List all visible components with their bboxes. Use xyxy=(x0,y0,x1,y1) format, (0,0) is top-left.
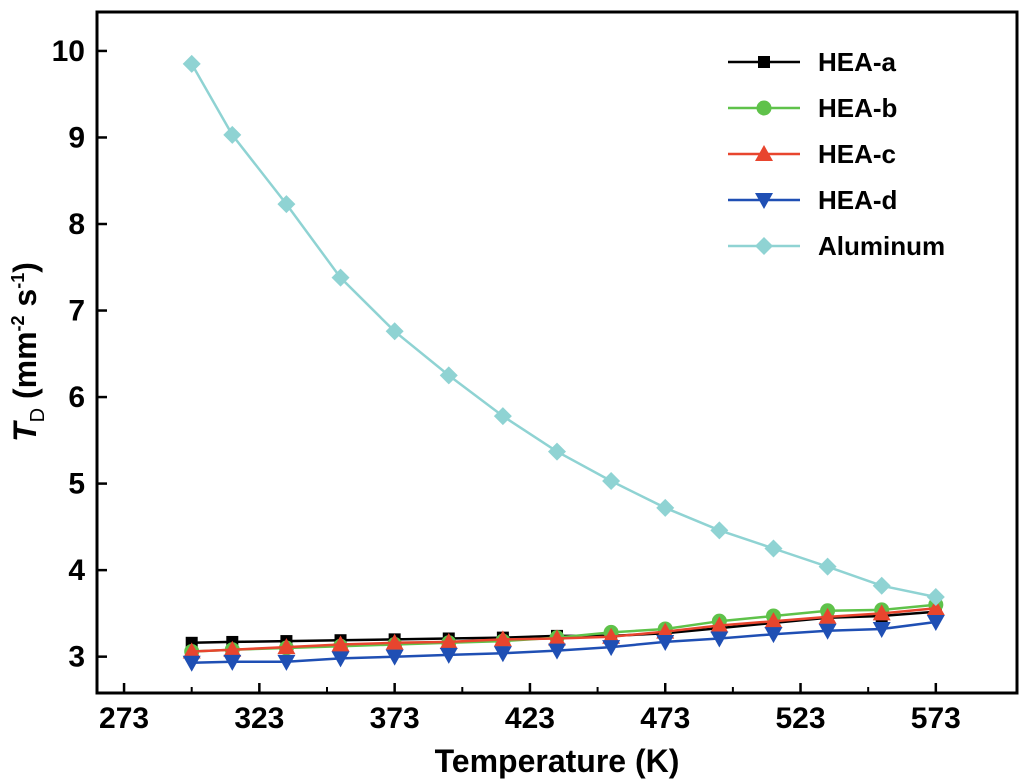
legend: HEA-a HEA-b HEA-c HEA-d Aluminum xyxy=(728,47,945,261)
data-point xyxy=(710,521,729,540)
y-tick-label: 5 xyxy=(68,468,85,501)
x-tick-label: 523 xyxy=(775,702,825,735)
legend-marker xyxy=(755,237,773,255)
legend-label: HEA-a xyxy=(818,47,897,77)
data-point xyxy=(182,642,201,659)
data-point xyxy=(764,539,783,558)
data-point xyxy=(602,640,621,657)
data-point xyxy=(764,612,783,629)
data-point xyxy=(223,640,242,657)
y-tick-label: 9 xyxy=(68,121,85,154)
legend-item: HEA-b xyxy=(728,93,897,123)
data-point xyxy=(872,576,891,595)
legend-item: HEA-a xyxy=(728,47,897,77)
data-point xyxy=(548,629,566,646)
data-point xyxy=(385,633,404,650)
y-axis-subscript: D xyxy=(27,408,49,422)
y-axis-unit-close: ) xyxy=(7,262,43,273)
data-point xyxy=(439,366,458,385)
y-axis-unit-exp2: -1 xyxy=(8,273,28,289)
legend-item: Aluminum xyxy=(728,231,945,261)
series-Aluminum xyxy=(182,54,945,606)
x-tick-label: 573 xyxy=(911,702,961,735)
data-point xyxy=(926,599,945,616)
data-point xyxy=(818,623,837,640)
x-tick-label: 323 xyxy=(234,702,284,735)
data-point xyxy=(439,632,458,649)
legend-item: HEA-d xyxy=(728,185,897,215)
data-point xyxy=(493,407,512,426)
y-axis-symbol: T xyxy=(7,420,43,442)
y-tick-label: 7 xyxy=(68,295,85,328)
legend-marker xyxy=(755,193,773,209)
data-point xyxy=(439,647,458,664)
data-point xyxy=(710,616,729,633)
y-axis-title: TD (mm-2 s-1) xyxy=(7,262,49,442)
data-point xyxy=(223,654,242,671)
x-tick-label: 273 xyxy=(99,702,149,735)
data-point xyxy=(493,630,512,647)
data-point xyxy=(548,442,566,461)
x-axis: 273 323 373 423 473 523 573 xyxy=(99,683,961,735)
data-point xyxy=(331,268,350,287)
legend-label: HEA-c xyxy=(818,139,896,169)
data-point xyxy=(277,638,296,655)
data-point xyxy=(385,649,404,666)
y-tick-label: 8 xyxy=(68,208,85,241)
data-point xyxy=(277,195,296,214)
data-point xyxy=(656,498,675,517)
series-HEA-c xyxy=(182,599,945,659)
legend-marker xyxy=(756,100,772,116)
y-tick-label: 10 xyxy=(52,35,85,68)
data-point xyxy=(656,634,675,651)
data-point xyxy=(710,631,729,648)
data-point xyxy=(277,654,296,671)
data-point xyxy=(872,621,891,638)
x-axis-title: Temperature (K) xyxy=(435,743,680,779)
legend-marker xyxy=(755,145,773,161)
data-point xyxy=(548,643,566,660)
y-axis-unit-open: (mm xyxy=(7,331,43,399)
legend-item: HEA-c xyxy=(728,139,896,169)
y-tick-label: 6 xyxy=(68,381,85,414)
data-point xyxy=(602,627,621,644)
y-tick-label: 3 xyxy=(68,641,85,674)
legend-label: Aluminum xyxy=(818,231,945,261)
data-point xyxy=(926,587,945,606)
x-tick-label: 423 xyxy=(505,702,555,735)
data-point xyxy=(818,557,837,576)
data-point xyxy=(602,471,621,490)
y-axis-unit-mid: s xyxy=(7,289,43,316)
data-point xyxy=(331,635,350,652)
data-point xyxy=(331,651,350,668)
series-HEA-d xyxy=(182,615,945,672)
data-point xyxy=(385,322,404,341)
y-axis: 3 4 5 6 7 8 9 10 xyxy=(52,35,107,674)
data-point xyxy=(818,607,837,624)
data-point xyxy=(182,54,201,73)
y-tick-label: 4 xyxy=(68,554,85,587)
y-axis-unit-exp1: -2 xyxy=(8,315,28,331)
data-point xyxy=(493,646,512,663)
data-point xyxy=(182,655,201,672)
x-tick-label: 473 xyxy=(640,702,690,735)
data-point xyxy=(656,622,675,639)
series-layer xyxy=(182,54,945,672)
data-point xyxy=(764,627,783,644)
data-point xyxy=(223,125,242,144)
x-tick-label: 373 xyxy=(370,702,420,735)
legend-label: HEA-d xyxy=(818,185,897,215)
data-point xyxy=(872,604,891,621)
legend-marker xyxy=(758,56,770,68)
legend-label: HEA-b xyxy=(818,93,897,123)
data-point xyxy=(926,615,945,632)
